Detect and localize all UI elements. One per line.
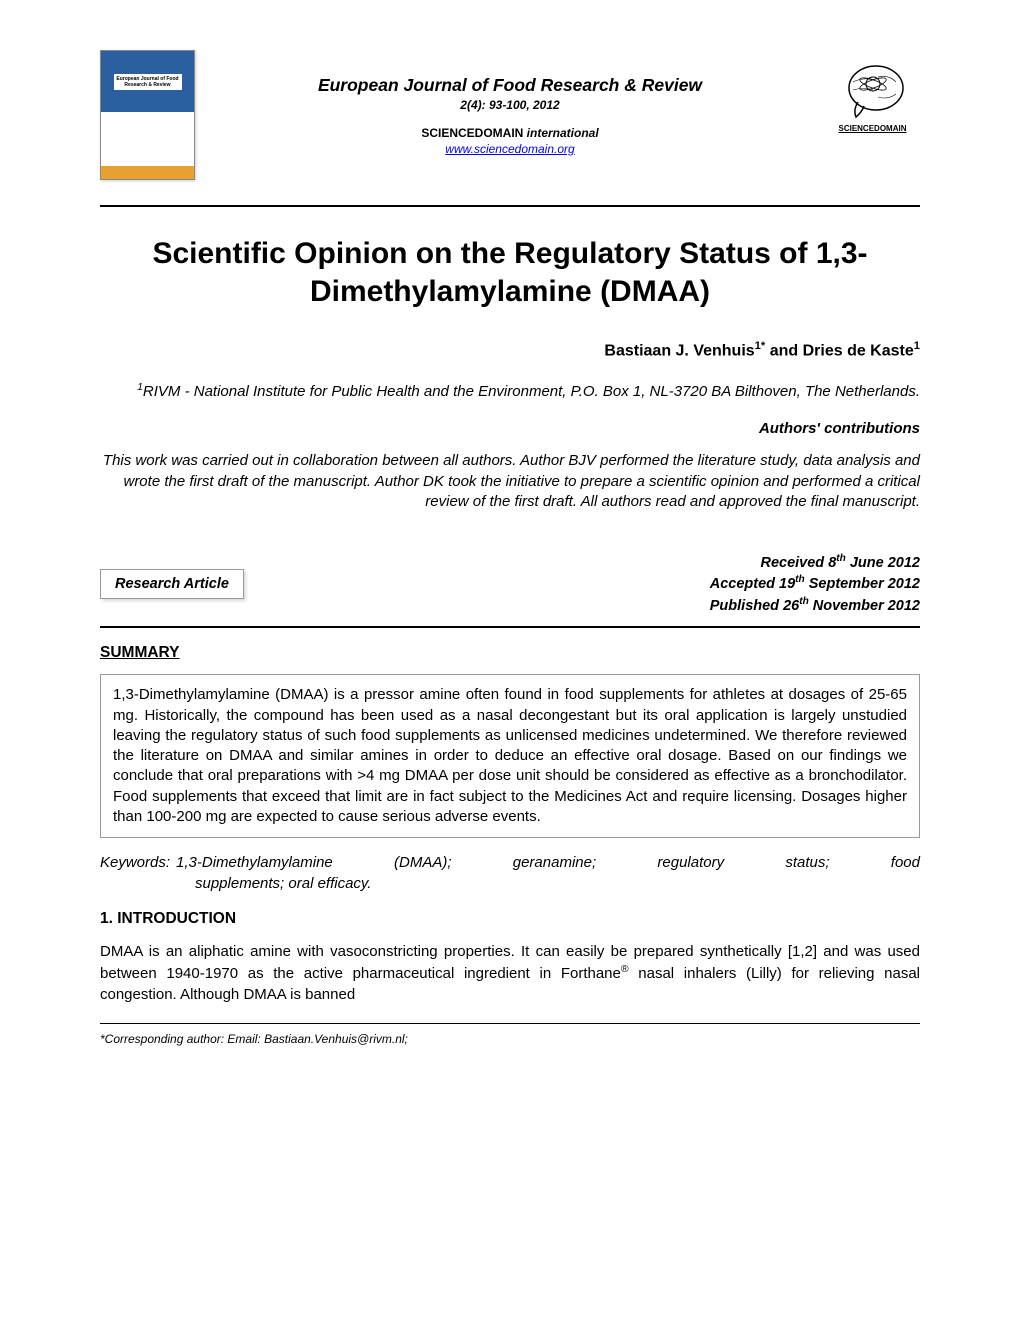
intro-paragraph: DMAA is an aliphatic amine with vasocons… xyxy=(100,942,920,1005)
brain-icon xyxy=(838,62,908,122)
journal-issue: 2(4): 93-100, 2012 xyxy=(215,98,805,112)
section-heading-intro: 1. INTRODUCTION xyxy=(100,910,920,928)
publisher: SCIENCEDOMAIN international xyxy=(215,126,805,140)
journal-info: European Journal of Food Research & Revi… xyxy=(195,50,825,158)
article-dates: Received 8th June 2012 Accepted 19th Sep… xyxy=(710,552,920,616)
contributions-heading: Authors' contributions xyxy=(100,420,920,437)
journal-name: European Journal of Food Research & Revi… xyxy=(215,75,805,96)
affiliation: 1RIVM - National Institute for Public He… xyxy=(100,380,920,402)
logo-text: SCIENCEDOMAIN xyxy=(825,124,920,133)
cover-title: European Journal of Food Research & Revi… xyxy=(114,74,182,90)
corresponding-author-footnote: *Corresponding author: Email: Bastiaan.V… xyxy=(100,1032,920,1046)
publisher-logo: SCIENCEDOMAIN xyxy=(825,50,920,133)
authors: Bastiaan J. Venhuis1* and Dries de Kaste… xyxy=(100,340,920,360)
header: European Journal of Food Research & Revi… xyxy=(100,50,920,180)
keywords-line2: supplements; oral efficacy. xyxy=(100,875,920,892)
footnote-divider xyxy=(100,1023,920,1024)
summary-heading: SUMMARY xyxy=(100,644,920,662)
journal-cover-thumbnail: European Journal of Food Research & Revi… xyxy=(100,50,195,180)
divider xyxy=(100,205,920,207)
summary-box: 1,3-Dimethylamylamine (DMAA) is a presso… xyxy=(100,674,920,838)
contributions-text: This work was carried out in collaborati… xyxy=(100,451,920,512)
keywords: Keywords: 1,3-Dimethylamylamine (DMAA); … xyxy=(100,854,920,871)
website-link[interactable]: www.sciencedomain.org xyxy=(445,142,574,156)
article-meta-row: Research Article Received 8th June 2012 … xyxy=(100,552,920,616)
article-title: Scientific Opinion on the Regulatory Sta… xyxy=(100,235,920,310)
divider xyxy=(100,626,920,628)
article-type-badge: Research Article xyxy=(100,569,244,599)
